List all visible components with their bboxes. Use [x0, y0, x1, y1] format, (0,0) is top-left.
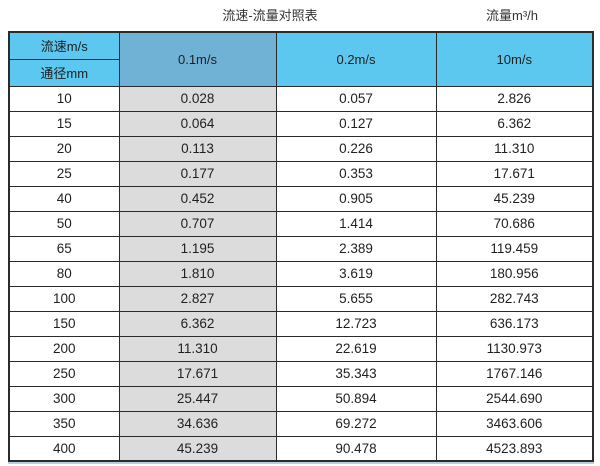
value-cell: 90.478 [275, 435, 437, 462]
table-row: 40 0.452 0.905 45.239 [8, 185, 594, 212]
table-row: 15 0.064 0.127 6.362 [8, 110, 594, 137]
value-cell: 69.272 [275, 410, 437, 437]
table-row: 400 45.239 90.478 4523.893 [8, 435, 594, 462]
table-row: 80 1.810 3.619 180.956 [8, 260, 594, 287]
diameter-cell: 40 [8, 185, 120, 212]
value-cell: 6.362 [435, 110, 594, 137]
value-cell: 6.362 [118, 310, 277, 337]
value-cell: 35.343 [275, 360, 437, 387]
value-cell: 2.827 [118, 285, 277, 312]
diameter-cell: 50 [8, 210, 120, 237]
table-row: 20 0.113 0.226 11.310 [8, 135, 594, 162]
value-cell: 5.655 [275, 285, 437, 312]
table-row: 250 17.671 35.343 1767.146 [8, 360, 594, 387]
value-cell: 0.127 [275, 110, 437, 137]
value-cell: 2.389 [275, 235, 437, 262]
table-row: 150 6.362 12.723 636.173 [8, 310, 594, 337]
value-cell: 3.619 [275, 260, 437, 287]
diameter-cell: 20 [8, 135, 120, 162]
value-cell: 0.353 [275, 160, 437, 187]
value-cell: 180.956 [435, 260, 594, 287]
diameter-cell: 400 [8, 435, 120, 462]
value-cell: 70.686 [435, 210, 594, 237]
value-cell: 119.459 [435, 235, 594, 262]
diameter-cell: 80 [8, 260, 120, 287]
value-cell: 11.310 [118, 335, 277, 362]
value-cell: 1.195 [118, 235, 277, 262]
value-cell: 0.028 [118, 85, 277, 112]
value-cell: 0.057 [275, 85, 437, 112]
table-title: 流速-流量对照表 [222, 8, 318, 23]
flow-unit-label: 流量m³/h [485, 8, 539, 23]
value-cell: 34.636 [118, 410, 277, 437]
value-cell: 45.239 [435, 185, 594, 212]
value-cell: 0.226 [275, 135, 437, 162]
value-cell: 636.173 [435, 310, 594, 337]
value-cell: 45.239 [118, 435, 277, 462]
value-cell: 0.905 [275, 185, 437, 212]
table-row: 10 0.028 0.057 2.826 [8, 85, 594, 112]
column-header-0-1ms: 0.1m/s [118, 31, 277, 87]
value-cell: 1130.973 [435, 335, 594, 362]
header-band: 流速-流量对照表 流量m³/h [0, 0, 600, 31]
value-cell: 1.414 [275, 210, 437, 237]
value-cell: 12.723 [275, 310, 437, 337]
column-header-0-2ms: 0.2m/s [275, 31, 437, 87]
diameter-cell: 15 [8, 110, 120, 137]
value-cell: 0.113 [118, 135, 277, 162]
value-cell: 2544.690 [435, 385, 594, 412]
value-cell: 1767.146 [435, 360, 594, 387]
table-row: 65 1.195 2.389 119.459 [8, 235, 594, 262]
flow-comparison-table: 流速m/s 0.1m/s 0.2m/s 10m/s 通径mm 10 0.028 0.… [8, 31, 594, 462]
value-cell: 11.310 [435, 135, 594, 162]
diameter-cell: 100 [8, 285, 120, 312]
value-cell: 0.177 [118, 160, 277, 187]
value-cell: 0.707 [118, 210, 277, 237]
value-cell: 0.064 [118, 110, 277, 137]
diameter-cell: 300 [8, 385, 120, 412]
value-cell: 25.447 [118, 385, 277, 412]
table-row: 50 0.707 1.414 70.686 [8, 210, 594, 237]
value-cell: 282.743 [435, 285, 594, 312]
value-cell: 1.810 [118, 260, 277, 287]
diameter-cell: 350 [8, 410, 120, 437]
diameter-cell: 150 [8, 310, 120, 337]
diameter-cell: 65 [8, 235, 120, 262]
corner-velocity-label: 流速m/s [8, 31, 120, 60]
value-cell: 0.452 [118, 185, 277, 212]
table-row: 350 34.636 69.272 3463.606 [8, 410, 594, 437]
column-header-10ms: 10m/s [435, 31, 594, 87]
diameter-cell: 250 [8, 360, 120, 387]
diameter-cell: 10 [8, 85, 120, 112]
value-cell: 22.619 [275, 335, 437, 362]
diameter-cell: 200 [8, 335, 120, 362]
table-header: 流速m/s 0.1m/s 0.2m/s 10m/s 通径mm [8, 31, 594, 87]
table-row: 300 25.447 50.894 2544.690 [8, 385, 594, 412]
table-row: 25 0.177 0.353 17.671 [8, 160, 594, 187]
value-cell: 3463.606 [435, 410, 594, 437]
table-body: 10 0.028 0.057 2.826 15 0.064 0.127 6.362 20 0.11… [8, 85, 594, 462]
corner-diameter-label: 通径mm [8, 58, 120, 87]
value-cell: 50.894 [275, 385, 437, 412]
value-cell: 17.671 [118, 360, 277, 387]
value-cell: 2.826 [435, 85, 594, 112]
value-cell: 17.671 [435, 160, 594, 187]
diameter-cell: 25 [8, 160, 120, 187]
value-cell: 4523.893 [435, 435, 594, 462]
table-row: 200 11.310 22.619 1130.973 [8, 335, 594, 362]
table-row: 100 2.827 5.655 282.743 [8, 285, 594, 312]
